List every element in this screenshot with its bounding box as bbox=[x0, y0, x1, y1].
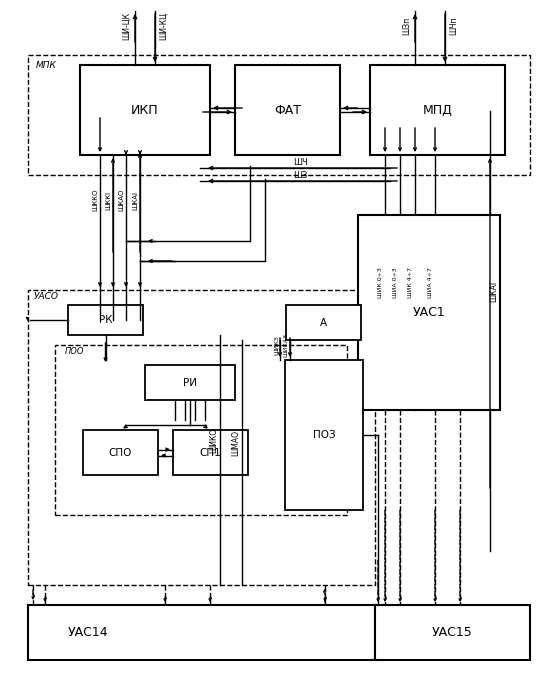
Text: УАСО: УАСО bbox=[34, 292, 59, 301]
Text: ШИК 0÷3: ШИК 0÷3 bbox=[378, 267, 383, 298]
Text: СПО: СПО bbox=[109, 448, 132, 457]
Bar bbox=[80, 65, 210, 155]
Text: ШИК 4÷7: ШИК 4÷7 bbox=[408, 267, 413, 298]
Bar bbox=[145, 365, 235, 400]
Text: ШИА 0÷3: ШИА 0÷3 bbox=[393, 267, 398, 298]
Bar bbox=[28, 55, 530, 175]
Text: ФАТ: ФАТ bbox=[274, 104, 301, 117]
Text: ПОЗ: ПОЗ bbox=[313, 430, 335, 440]
Text: ШКАI: ШКАI bbox=[132, 191, 138, 209]
Text: ШИКЗ: ШИКЗ bbox=[275, 335, 280, 355]
Text: ШИ-ЦК: ШИ-ЦК bbox=[122, 12, 131, 40]
Text: СП1: СП1 bbox=[200, 448, 222, 457]
Text: ШЧп: ШЧп bbox=[449, 17, 458, 35]
Text: ШКАО: ШКАО bbox=[118, 189, 124, 211]
Bar bbox=[28, 605, 375, 660]
Bar bbox=[285, 360, 363, 510]
Text: ШКАI: ШКАI bbox=[490, 281, 498, 301]
Text: МПД: МПД bbox=[423, 104, 452, 117]
Text: УАС14: УАС14 bbox=[68, 626, 108, 639]
Bar bbox=[375, 605, 530, 660]
Bar bbox=[55, 345, 347, 515]
Text: ШИА 4÷7: ШИА 4÷7 bbox=[428, 267, 433, 298]
Text: ШИКАЗ: ШИКАЗ bbox=[283, 333, 288, 357]
Text: ШЗ: ШЗ bbox=[293, 171, 307, 180]
Bar bbox=[28, 290, 375, 585]
Text: РК: РК bbox=[99, 315, 112, 325]
Text: ШЗп: ШЗп bbox=[402, 17, 411, 35]
Text: ШИКО: ШИКО bbox=[209, 427, 218, 453]
Text: А: А bbox=[320, 317, 327, 328]
Bar bbox=[370, 65, 505, 155]
Text: ШККО: ШККО bbox=[92, 189, 98, 211]
Text: ПОО: ПОО bbox=[65, 347, 84, 356]
Bar bbox=[286, 305, 361, 340]
Text: ИКП: ИКП bbox=[131, 104, 159, 117]
Bar bbox=[68, 305, 143, 335]
Text: РИ: РИ bbox=[183, 377, 197, 388]
Text: УАС15: УАС15 bbox=[432, 626, 473, 639]
Text: МПК: МПК bbox=[36, 61, 57, 70]
Bar bbox=[173, 430, 248, 475]
Text: УАС1: УАС1 bbox=[412, 306, 445, 319]
Bar bbox=[235, 65, 340, 155]
Text: ШЧ: ШЧ bbox=[293, 158, 307, 167]
Text: ШИ-КЦ: ШИ-КЦ bbox=[159, 12, 168, 40]
Bar bbox=[358, 215, 500, 410]
Bar bbox=[83, 430, 158, 475]
Text: ШККI: ШККI bbox=[105, 191, 111, 209]
Text: ШМАО: ШМАО bbox=[231, 430, 240, 455]
